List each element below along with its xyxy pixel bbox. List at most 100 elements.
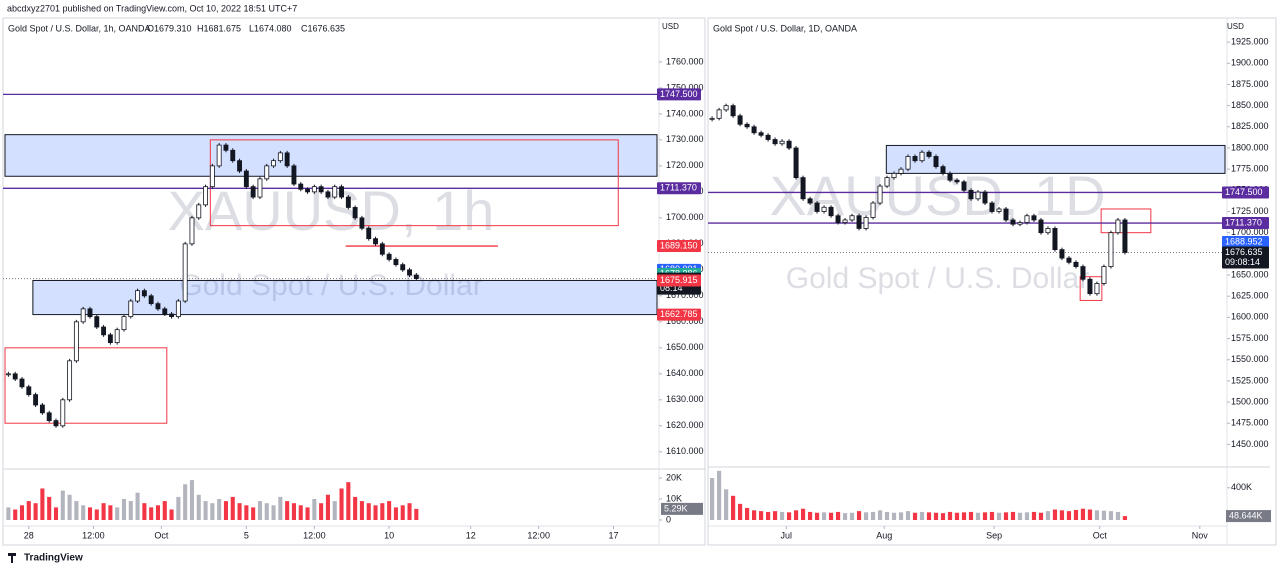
volume-bar <box>291 503 296 520</box>
candle-body <box>1115 219 1121 234</box>
candle-body <box>1066 257 1072 263</box>
volume-bar <box>40 488 45 520</box>
volume-bar <box>155 505 161 520</box>
volume-bar <box>210 503 215 520</box>
y-tick-label: 1850.000 <box>1231 100 1269 110</box>
volume-bar <box>257 501 262 520</box>
zone <box>32 279 658 316</box>
candle-body <box>1045 228 1051 234</box>
candle-body <box>284 152 290 167</box>
candle-body <box>758 132 764 136</box>
volume-bar <box>108 505 113 520</box>
price-tag-label: 1688.952 <box>1225 236 1263 246</box>
y-tick-label: 1900.000 <box>1231 58 1269 68</box>
volume-bar <box>1010 511 1016 520</box>
x-tick-label: 17 <box>608 530 618 540</box>
volume-bar <box>6 507 11 520</box>
y-tick-label: 1825.000 <box>1231 121 1269 131</box>
candle-body <box>1073 261 1079 267</box>
candle-body <box>182 243 188 302</box>
volume-bar <box>835 511 841 520</box>
candle-body <box>39 404 45 414</box>
candle-body <box>849 215 855 221</box>
candle-body <box>891 172 897 179</box>
y-tick-label: 1630.000 <box>666 394 704 404</box>
price-tag <box>657 240 701 253</box>
chart-title: Gold Spot / U.S. Dollar, 1h, OANDA <box>8 23 151 33</box>
candle-body <box>121 316 127 331</box>
volume-bar <box>67 494 72 520</box>
volume-bar <box>1038 512 1044 520</box>
candle-body <box>345 196 351 208</box>
candle-body <box>73 321 79 362</box>
candle-body <box>169 313 175 318</box>
price-tag <box>1222 217 1269 230</box>
volume-bar <box>128 501 133 520</box>
currency: USD <box>1227 22 1244 31</box>
candle-body <box>311 186 317 193</box>
price-tag-label: 1675.915 <box>660 275 698 285</box>
volume-bar <box>325 494 330 520</box>
x-tick-label: Oct <box>1093 530 1108 540</box>
candle-body <box>352 207 358 219</box>
candle-body <box>196 204 202 219</box>
y-tick-label: 1650.000 <box>1231 269 1269 279</box>
candle-body <box>870 202 876 218</box>
candle-body <box>786 140 792 149</box>
volume-bar <box>393 507 398 520</box>
candle-body <box>828 206 834 217</box>
candle-body <box>800 177 806 200</box>
watermark-subtitle: Gold Spot / U.S. Dollar <box>179 269 482 302</box>
volume-bar <box>751 510 757 520</box>
candle-body <box>905 156 911 170</box>
candle-body <box>940 166 946 174</box>
x-tick-label: 12 <box>466 530 476 540</box>
candle-body <box>366 227 372 240</box>
candle-body <box>46 412 52 422</box>
volume-bar <box>912 512 918 520</box>
volume-bar <box>162 501 167 520</box>
volume-bar <box>1024 512 1030 520</box>
price-tag-label: 1676.635 <box>1225 247 1263 257</box>
candle-body <box>237 160 242 172</box>
price-tag-label: 1747.500 <box>660 89 698 99</box>
candle-body <box>413 274 419 279</box>
volume-bar <box>305 507 310 520</box>
price-tag <box>657 274 701 287</box>
volume-bar <box>169 509 174 520</box>
logo-icon <box>8 553 16 563</box>
volume-bar <box>407 503 412 520</box>
x-tick-label: 5 <box>244 530 249 540</box>
candle-body <box>87 308 93 318</box>
volume-bar <box>1087 509 1093 520</box>
candle-body <box>919 151 925 162</box>
volume-bar <box>1080 508 1086 520</box>
candle-body <box>912 156 918 162</box>
candle-body <box>189 217 195 245</box>
volume-bar <box>821 512 827 520</box>
volume-bar <box>716 470 722 520</box>
candle-body <box>926 151 932 157</box>
volume-bar <box>87 507 93 520</box>
volume-last-tag <box>1226 510 1271 523</box>
price-tag-label: 1711.370 <box>660 183 697 193</box>
candle-body <box>19 378 25 388</box>
volume-bar <box>346 482 351 520</box>
volume-bar <box>271 505 276 520</box>
x-tick-label: 28 <box>24 530 34 540</box>
price-tag-label: 1747.500 <box>1225 187 1263 197</box>
candle-body <box>1059 249 1065 259</box>
price-tag <box>1222 186 1269 199</box>
left-panel <box>2 17 706 546</box>
volume-bar <box>989 511 995 520</box>
x-tick-label: 12:00 <box>82 530 105 540</box>
candle-body <box>1010 219 1016 225</box>
candle-body <box>94 316 100 328</box>
countdown: 08:14 <box>660 283 683 293</box>
volume-bar <box>975 512 981 520</box>
candle-body <box>1108 232 1114 267</box>
y-tick-label: 1775.000 <box>1231 164 1269 174</box>
volume-bar <box>285 501 290 520</box>
candle-body <box>884 177 890 187</box>
candle-body <box>968 189 974 200</box>
